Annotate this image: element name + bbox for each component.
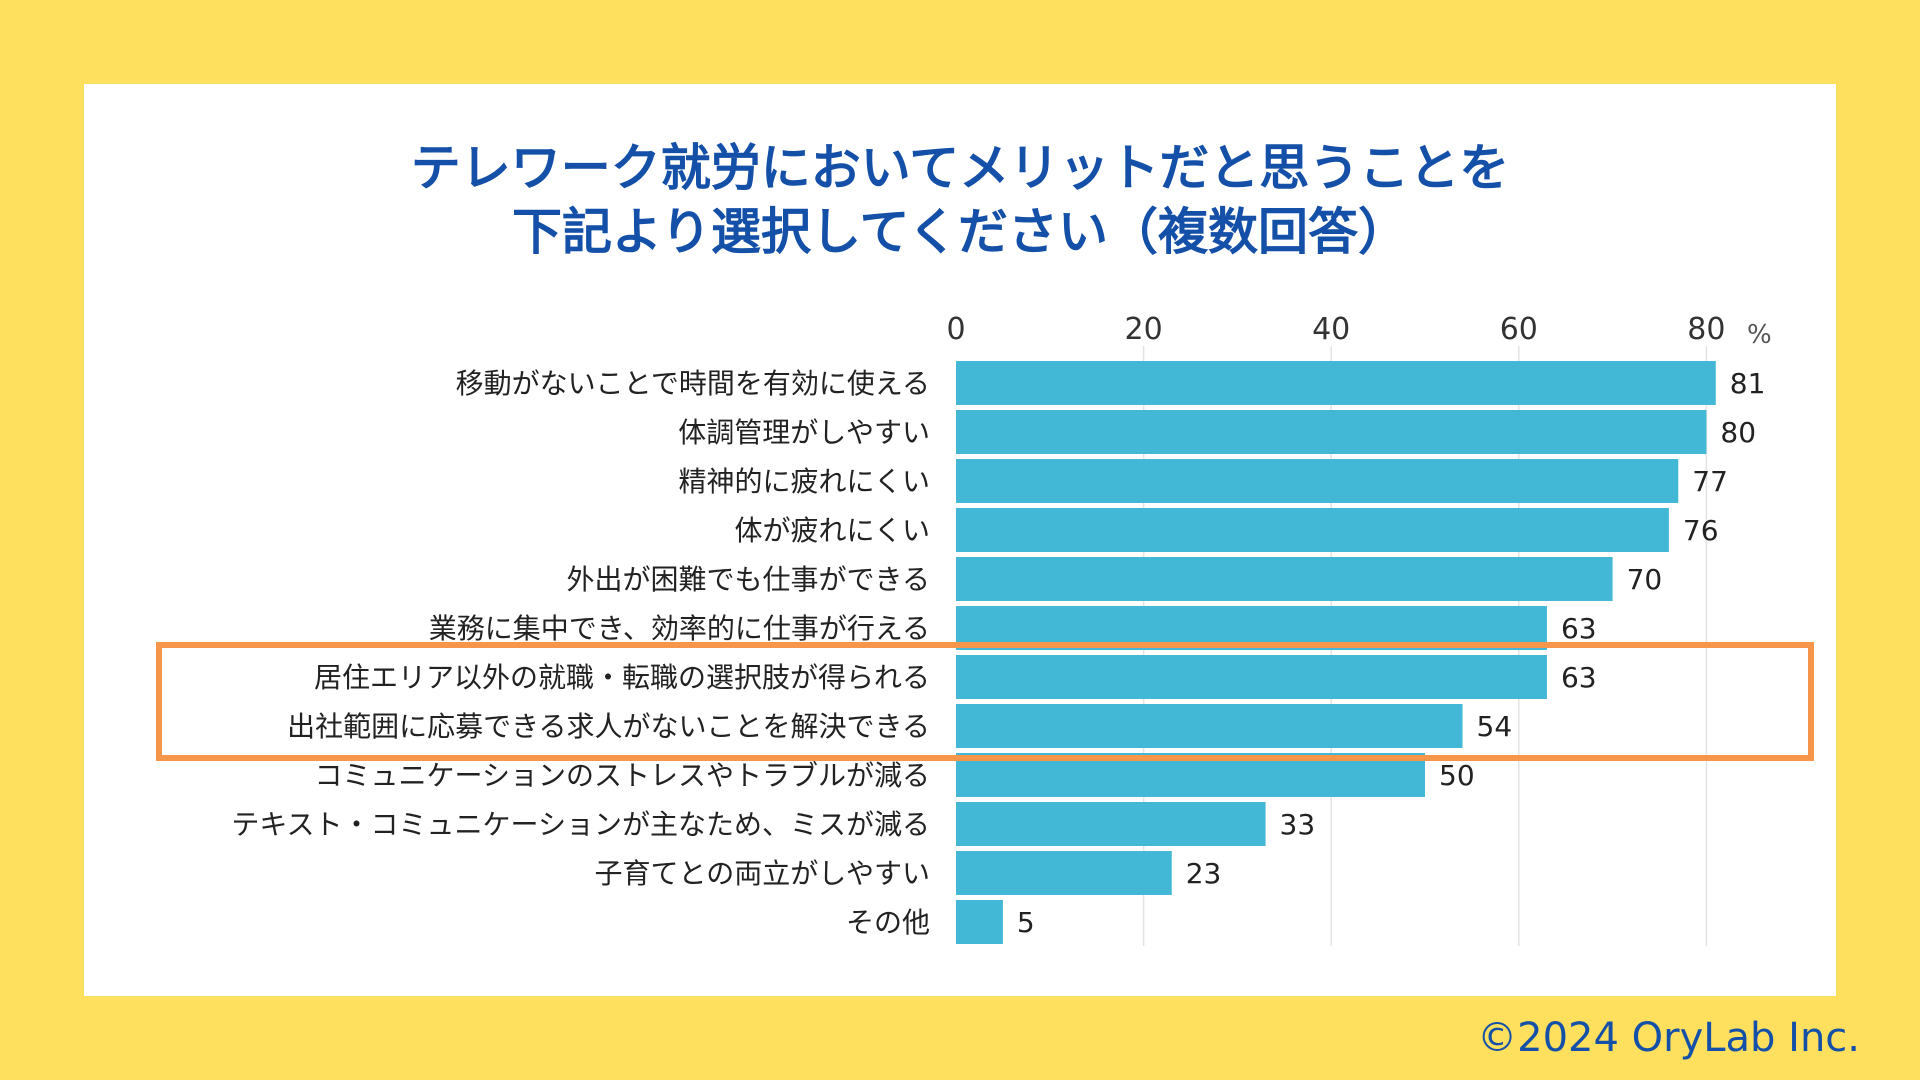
x-tick-label-20: 20 bbox=[1125, 312, 1163, 347]
value-label-8: 50 bbox=[1439, 759, 1475, 792]
value-label-0: 81 bbox=[1730, 367, 1766, 400]
bar-7 bbox=[956, 704, 1463, 748]
bar-4 bbox=[956, 557, 1613, 601]
bar-1 bbox=[956, 410, 1707, 454]
bar-3 bbox=[956, 508, 1669, 552]
value-label-11: 5 bbox=[1017, 906, 1035, 939]
category-label-2: 精神的に疲れにくい bbox=[679, 465, 930, 498]
category-label-11: その他 bbox=[846, 906, 930, 939]
value-label-2: 77 bbox=[1692, 465, 1728, 498]
x-tick-label-60: 60 bbox=[1500, 312, 1538, 347]
category-label-5: 業務に集中でき、効率的に仕事が行える bbox=[429, 612, 930, 645]
category-label-4: 外出が困難でも仕事ができる bbox=[567, 563, 930, 596]
category-label-9: テキスト・コミュニケーションが主なため、ミスが減る bbox=[231, 808, 930, 841]
category-label-7: 出社範囲に応募できる求人がないことを解決できる bbox=[287, 710, 930, 743]
x-tick-label-0: 0 bbox=[946, 312, 965, 347]
x-tick-label-40: 40 bbox=[1312, 312, 1350, 347]
x-tick-label-80: 80 bbox=[1687, 312, 1725, 347]
chart-title-line-2: 下記より選択してください（複数回答） bbox=[512, 203, 1408, 261]
bar-11 bbox=[956, 900, 1003, 944]
value-label-6: 63 bbox=[1561, 661, 1597, 694]
value-label-1: 80 bbox=[1720, 416, 1756, 449]
value-label-7: 54 bbox=[1477, 710, 1513, 743]
bar-chart: 0 20 40 60 80 % 移動がないことで時間を有効に使える 81 体調管理がしやすい 80… bbox=[156, 312, 1814, 946]
category-label-0: 移動がないことで時間を有効に使える bbox=[456, 367, 930, 400]
value-label-5: 63 bbox=[1561, 612, 1597, 645]
chart-card: テレワーク就労においてメリットだと思うことを 下記より選択してください（複数回答… bbox=[84, 84, 1836, 996]
copyright-notice: ©2024 OryLab Inc. bbox=[1477, 1015, 1860, 1061]
category-label-3: 体が疲れにくい bbox=[735, 514, 930, 547]
chart-title-line-1: テレワーク就労においてメリットだと思うことを bbox=[410, 139, 1510, 197]
bar-2 bbox=[956, 459, 1679, 503]
bar-6 bbox=[956, 655, 1547, 699]
bar-9 bbox=[956, 802, 1266, 846]
bar-10 bbox=[956, 851, 1172, 895]
highlight-box bbox=[156, 642, 1814, 761]
category-label-8: コミュニケーションのストレスやトラブルが減る bbox=[315, 759, 930, 792]
bar-0 bbox=[956, 361, 1716, 405]
value-label-10: 23 bbox=[1186, 857, 1222, 890]
x-axis-unit-label: % bbox=[1747, 320, 1772, 350]
value-label-9: 33 bbox=[1280, 808, 1316, 841]
value-label-4: 70 bbox=[1627, 563, 1663, 596]
category-label-6: 居住エリア以外の就職・転職の選択肢が得られる bbox=[314, 661, 930, 694]
category-label-10: 子育てとの両立がしやすい bbox=[595, 857, 930, 890]
category-label-1: 体調管理がしやすい bbox=[678, 416, 930, 449]
value-label-3: 76 bbox=[1683, 514, 1719, 547]
chart-title: テレワーク就労においてメリットだと思うことを 下記より選択してください（複数回答… bbox=[84, 136, 1836, 264]
